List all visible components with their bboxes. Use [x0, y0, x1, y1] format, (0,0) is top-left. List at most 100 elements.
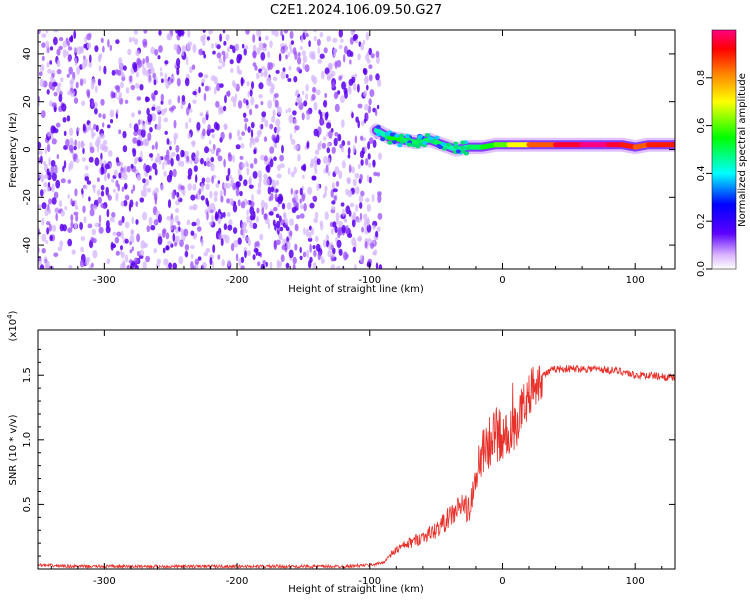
- noise-speckle-dot: [265, 261, 268, 267]
- noise-speckle-dot: [46, 144, 51, 153]
- noise-speckle-dot: [143, 30, 148, 34]
- noise-speckle-dot: [359, 150, 365, 159]
- noise-speckle-dot: [351, 215, 356, 220]
- noise-speckle-dot: [368, 98, 372, 106]
- noise-speckle-dot: [142, 123, 146, 131]
- noise-speckle-dot: [256, 72, 260, 80]
- noise-speckle-dot: [111, 178, 115, 183]
- noise-speckle-dot: [100, 37, 104, 43]
- noise-speckle-dot: [84, 36, 87, 43]
- noise-speckle-dot: [187, 30, 191, 38]
- noise-speckle-dot: [280, 30, 283, 37]
- noise-speckle-dot: [181, 51, 185, 56]
- noise-speckle-dot: [359, 212, 363, 220]
- noise-speckle-dot: [252, 44, 257, 52]
- noise-speckle-dot: [108, 150, 113, 157]
- noise-speckle-dot: [47, 68, 52, 74]
- signal-blob: [404, 133, 410, 138]
- noise-speckle-dot: [120, 161, 124, 167]
- noise-speckle-dot: [98, 54, 102, 60]
- noise-speckle-dot: [359, 173, 363, 181]
- noise-speckle-dot: [200, 183, 205, 192]
- noise-speckle-dot: [174, 235, 180, 242]
- noise-speckle-dot: [89, 54, 92, 63]
- noise-speckle-dot: [338, 170, 343, 180]
- noise-speckle-dot: [310, 54, 316, 60]
- noise-speckle-dot: [223, 223, 228, 231]
- noise-speckle-dot: [287, 107, 292, 113]
- signal-blob: [399, 139, 405, 144]
- noise-speckle-dot: [46, 89, 50, 95]
- noise-speckle-dot: [258, 42, 264, 51]
- noise-speckle-dot: [184, 244, 190, 251]
- noise-speckle-dot: [258, 82, 264, 90]
- noise-speckle-dot: [103, 65, 107, 75]
- noise-speckle-dot: [96, 189, 101, 197]
- signal-blob: [424, 133, 430, 138]
- noise-speckle-dot: [66, 115, 71, 122]
- noise-speckle-dot: [340, 202, 345, 207]
- noise-speckle-dot: [258, 94, 263, 99]
- noise-speckle-dot: [120, 230, 124, 239]
- noise-speckle-dot: [358, 195, 364, 203]
- noise-speckle-dot: [260, 101, 264, 106]
- noise-speckle-dot: [107, 124, 111, 129]
- noise-speckle-dot: [368, 64, 373, 69]
- noise-speckle-dot: [368, 137, 374, 144]
- noise-speckle-dot: [132, 148, 137, 157]
- noise-speckle-dot: [116, 231, 122, 237]
- noise-speckle-dot: [226, 46, 231, 53]
- colorbar-tick-label: 0.6: [696, 118, 707, 134]
- noise-speckle-dot: [50, 160, 56, 167]
- noise-speckle-dot: [327, 157, 331, 166]
- signal-blob: [463, 151, 469, 156]
- noise-speckle-dot: [43, 174, 49, 180]
- x-tick-label: -300: [93, 275, 116, 286]
- noise-speckle-dot: [41, 55, 45, 62]
- noise-speckle-dot: [318, 109, 322, 115]
- noise-speckle-dot: [45, 239, 48, 245]
- noise-speckle-dot: [336, 218, 339, 225]
- noise-speckle-dot: [58, 45, 63, 51]
- noise-speckle-dot: [296, 66, 301, 72]
- noise-speckle-dot: [360, 120, 365, 126]
- noise-speckle-dot: [243, 117, 249, 123]
- noise-speckle-dot: [217, 65, 222, 70]
- noise-speckle-dot: [38, 141, 42, 150]
- noise-speckle-dot: [312, 245, 316, 250]
- noise-speckle-dot: [40, 174, 45, 183]
- noise-speckle-dot: [262, 47, 268, 52]
- noise-speckle-dot: [205, 197, 209, 205]
- noise-speckle-dot: [272, 76, 278, 81]
- snr-ticks: -300 -200 -100 0 100 0.5 1.0 1.5: [22, 330, 675, 587]
- noise-speckle-dot: [66, 50, 69, 57]
- noise-speckle-dot: [197, 256, 202, 261]
- noise-speckle-dot: [149, 153, 153, 158]
- noise-speckle-dot: [339, 95, 345, 104]
- noise-speckle-dot: [156, 258, 161, 264]
- noise-speckle-dot: [54, 166, 59, 174]
- noise-speckle-dot: [364, 145, 367, 153]
- noise-speckle-dot: [260, 52, 266, 61]
- snr-frame: [37, 329, 676, 570]
- noise-speckle-dot: [88, 156, 94, 163]
- noise-speckle-dot: [264, 119, 269, 128]
- noise-speckle-dot: [348, 164, 352, 173]
- noise-speckle-dot: [63, 160, 67, 169]
- noise-speckle-dot: [272, 109, 276, 117]
- noise-speckle-dot: [317, 58, 323, 64]
- noise-speckle-dot: [206, 211, 209, 221]
- noise-speckle-dot: [99, 158, 103, 166]
- noise-speckle-dot: [247, 126, 251, 133]
- noise-speckle-dot: [106, 258, 111, 265]
- noise-speckle-dot: [202, 30, 206, 33]
- noise-speckle-dot: [120, 245, 123, 251]
- noise-speckle-dot: [324, 67, 330, 75]
- noise-speckle-dot: [240, 143, 245, 149]
- noise-speckle-dot: [366, 58, 371, 64]
- noise-speckle-dot: [299, 187, 303, 196]
- noise-speckle-dot: [253, 148, 257, 155]
- noise-speckle-dot: [162, 247, 166, 254]
- noise-speckle-dot: [185, 121, 189, 130]
- noise-speckle-dot: [67, 46, 73, 51]
